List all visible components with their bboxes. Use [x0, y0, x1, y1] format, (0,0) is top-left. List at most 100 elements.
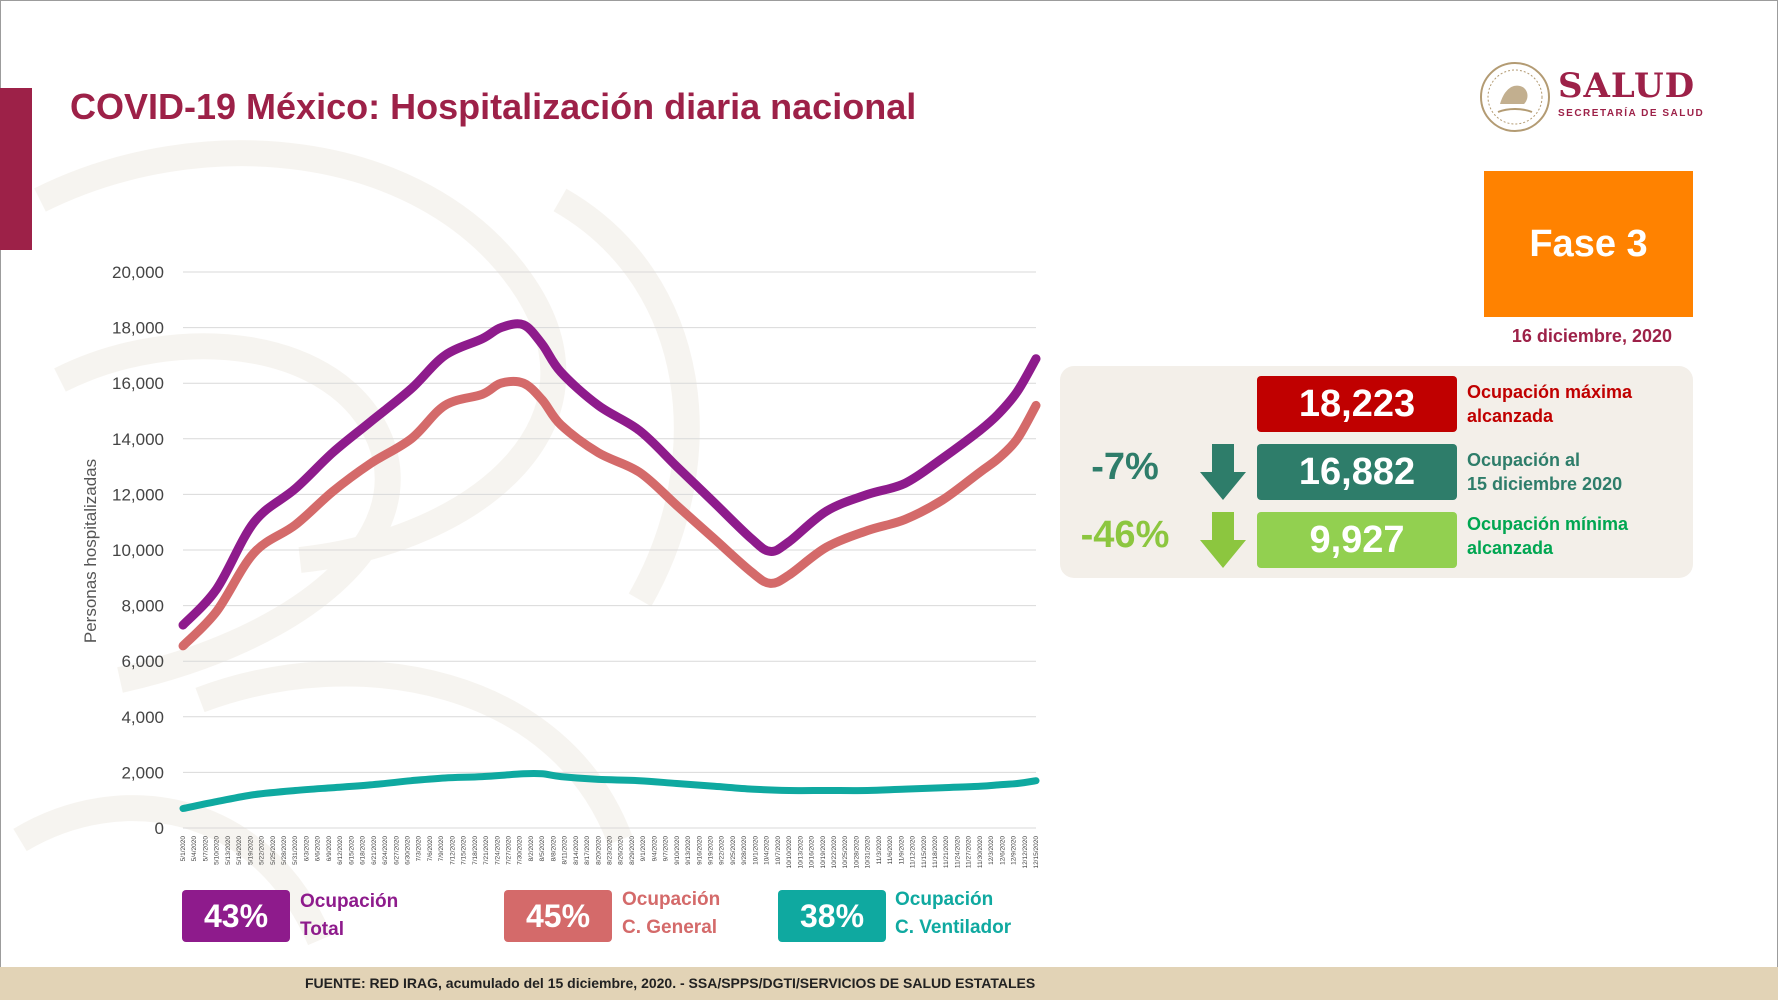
x-tick-label: 10/25/2020 [842, 836, 849, 869]
x-tick-label: 8/8/2020 [550, 836, 557, 862]
x-tick-label: 10/4/2020 [764, 836, 771, 865]
current-occupancy-label-line1: Ocupación al [1467, 450, 1581, 470]
x-tick-label: 6/3/2020 [303, 836, 310, 862]
report-date: 16 diciembre, 2020 [1511, 326, 1672, 346]
x-tick-label: 9/28/2020 [741, 836, 748, 865]
x-tick-label: 12/12/2020 [1022, 836, 1029, 869]
x-tick-label: 11/6/2020 [887, 836, 894, 865]
page-title: COVID-19 México: Hospitalización diaria … [70, 86, 917, 127]
x-tick-label: 7/18/2020 [472, 836, 479, 865]
legend-total-pct: 43% [182, 890, 290, 942]
x-tick-label: 9/25/2020 [730, 836, 737, 865]
legend-general-line2: C. General [622, 917, 718, 938]
x-tick-label: 6/15/2020 [348, 836, 355, 865]
max-occupancy-value: 18,223 [1257, 376, 1457, 432]
x-tick-label: 10/1/2020 [752, 836, 759, 865]
x-tick-label: 6/30/2020 [404, 836, 411, 865]
y-axis-label: Personas hospitalizadas [81, 459, 100, 643]
min-change-pct: -46% [1080, 514, 1170, 556]
y-tick-label: 16,000 [112, 374, 164, 393]
min-occupancy-value: 9,927 [1257, 512, 1457, 568]
x-tick-label: 9/1/2020 [640, 836, 647, 862]
legend-ventilator-line1: Ocupación [895, 889, 994, 910]
x-tick-label: 11/12/2020 [910, 836, 917, 868]
x-tick-label: 7/30/2020 [517, 836, 524, 865]
x-tick-label: 10/16/2020 [809, 836, 816, 869]
y-tick-label: 2,000 [121, 763, 164, 782]
x-tick-label: 9/4/2020 [651, 836, 658, 862]
x-tick-label: 6/24/2020 [382, 836, 389, 865]
x-tick-label: 5/19/2020 [247, 836, 254, 865]
series-line-total [178, 319, 1041, 630]
x-tick-label: 8/14/2020 [573, 836, 580, 865]
x-tick-label: 10/13/2020 [797, 836, 804, 869]
x-tick-label: 12/3/2020 [988, 836, 995, 865]
x-tick-label: 8/5/2020 [539, 836, 546, 862]
max-occupancy-label-line1: Ocupación máxima [1467, 382, 1633, 402]
x-tick-label: 7/9/2020 [438, 836, 445, 862]
legend-ventilator-line2: C. Ventilador [895, 917, 1012, 938]
x-tick-label: 7/12/2020 [449, 836, 456, 865]
legend-total-line2: Total [300, 919, 344, 940]
x-tick-label: 7/27/2020 [505, 836, 512, 865]
x-tick-label: 5/1/2020 [180, 836, 187, 862]
x-tick-label: 10/10/2020 [786, 836, 793, 869]
x-tick-label: 11/3/2020 [876, 836, 883, 865]
footer-source: FUENTE: RED IRAG, acumulado del 15 dicie… [305, 975, 1036, 991]
y-tick-label: 12,000 [112, 485, 164, 504]
min-occupancy-label-line1: Ocupación mínima [1467, 514, 1629, 534]
x-tick-label: 8/26/2020 [618, 836, 625, 865]
down-arrow-icon [1200, 444, 1246, 500]
x-tick-label: 12/15/2020 [1033, 836, 1040, 869]
x-tick-label: 6/12/2020 [337, 836, 344, 865]
x-tick-label: 5/16/2020 [236, 836, 243, 865]
y-tick-label: 18,000 [112, 319, 164, 338]
legend-general-line1: Ocupación [622, 889, 721, 910]
current-occupancy-label: Ocupación al 15 diciembre 2020 [1467, 448, 1622, 496]
legend-total-line1: Ocupación [300, 891, 399, 912]
x-tick-label: 9/10/2020 [674, 836, 681, 865]
x-tick-label: 6/18/2020 [360, 836, 367, 865]
x-axis-ticks: 5/1/2020 5/4/2020 5/7/2020 5/10/2020 5/13/20… [180, 836, 1040, 869]
max-occupancy-label: Ocupación máxima alcanzada [1467, 380, 1632, 428]
x-tick-label: 9/7/2020 [663, 836, 670, 862]
x-tick-label: 7/6/2020 [427, 836, 434, 862]
chart-series [178, 319, 1041, 812]
logo-text: SALUD [1558, 66, 1696, 106]
x-tick-label: 7/15/2020 [461, 836, 468, 865]
legend-general-pct: 45% [504, 890, 612, 942]
y-tick-label: 8,000 [121, 597, 164, 616]
logo-subtitle: SECRETARÍA DE SALUD [1558, 108, 1705, 119]
x-tick-label: 5/22/2020 [259, 836, 266, 865]
x-tick-label: 9/13/2020 [685, 836, 692, 865]
current-occupancy-label-line2: 15 diciembre 2020 [1467, 474, 1623, 494]
x-tick-label: 7/21/2020 [483, 836, 490, 865]
y-tick-label: 10,000 [112, 541, 164, 560]
x-tick-label: 5/31/2020 [292, 836, 299, 865]
hospitalization-line-chart: 0 2,000 4,000 6,000 8,000 10,000 12,000 14,000 1… [81, 263, 1041, 869]
min-occupancy-label-line2: alcanzada [1467, 538, 1554, 558]
chart-gridlines [183, 271, 1036, 829]
x-tick-label: 5/4/2020 [191, 836, 198, 862]
x-tick-label: 8/11/2020 [562, 836, 569, 865]
x-tick-label: 10/19/2020 [820, 836, 827, 869]
x-tick-label: 6/9/2020 [326, 836, 333, 862]
x-tick-label: 11/27/2020 [966, 836, 973, 868]
x-tick-label: 6/6/2020 [315, 836, 322, 862]
x-tick-label: 6/21/2020 [371, 836, 378, 865]
x-tick-label: 10/28/2020 [853, 836, 860, 869]
series-line-general [178, 376, 1041, 651]
series-line-ventilator [179, 769, 1040, 812]
x-tick-label: 9/16/2020 [696, 836, 703, 865]
x-tick-label: 12/9/2020 [1011, 836, 1018, 865]
down-arrow-icon [1200, 512, 1246, 568]
y-axis-ticks: 0 2,000 4,000 6,000 8,000 10,000 12,000 14,000 1… [112, 263, 164, 838]
x-tick-label: 12/6/2020 [999, 836, 1006, 865]
x-tick-label: 11/24/2020 [954, 836, 961, 868]
x-tick-label: 5/28/2020 [281, 836, 288, 865]
x-tick-label: 8/20/2020 [595, 836, 602, 865]
x-tick-label: 8/23/2020 [607, 836, 614, 865]
salud-logo: SALUD SECRETARÍA DE SALUD [1478, 56, 1703, 136]
x-tick-label: 5/13/2020 [225, 836, 232, 865]
footer-bar: FUENTE: RED IRAG, acumulado del 15 dicie… [0, 967, 1778, 1000]
